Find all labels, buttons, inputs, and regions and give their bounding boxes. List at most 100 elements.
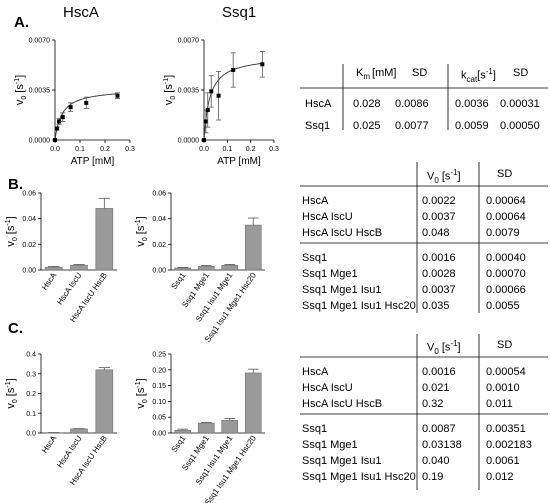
table-b-v0-close: ] bbox=[457, 170, 461, 183]
kcat-superscript: -1 bbox=[485, 67, 493, 76]
a-hsca-ylabel-part-2: [s bbox=[14, 84, 26, 96]
b-hsca-ytick-label-1: 0.02 bbox=[22, 242, 36, 249]
table-b-v0-unit: [s bbox=[438, 170, 451, 183]
b-ssq1-ytick-label-0: 0.00 bbox=[152, 268, 166, 275]
kinetics-header-kcat: kcat[s-1] bbox=[461, 67, 496, 84]
c-ssq1-ytick-label-5: 0.25 bbox=[152, 352, 166, 359]
c-ssq1-ylabel-part-4: ] bbox=[135, 378, 147, 381]
a-ssq1-xtick-label-1: 0.1 bbox=[222, 146, 232, 153]
table-c-g1-r1-sd: 0.0010 bbox=[486, 382, 520, 394]
table-c-g2-r1-sd: 0.002183 bbox=[486, 439, 532, 451]
table-b-g1-r1-v0: 0.0037 bbox=[422, 211, 456, 223]
kcat-subscript: cat bbox=[466, 74, 478, 84]
kinetics-row-ssq1-kcat-sd: 0.00050 bbox=[500, 120, 540, 132]
table-c-g2-r3-v0: 0.19 bbox=[422, 471, 444, 483]
table-c-v0-unit: [s bbox=[438, 341, 451, 354]
kinetics-row-ssq1-km: 0.025 bbox=[353, 120, 381, 132]
table-b-g1-r0-sd: 0.00064 bbox=[486, 195, 526, 207]
b-hsca-ylabel-part-1: 0 bbox=[12, 237, 19, 241]
kinetics-header-km-sd: SD bbox=[412, 67, 428, 79]
table-b-g2-r3-name: Ssq1 Mge1 Isu1 Hsc20 bbox=[302, 300, 416, 312]
table-c-g1-r1-name: HscA IscU bbox=[302, 382, 353, 394]
table-c-g1-r0-v0: 0.0016 bbox=[422, 366, 456, 378]
a-hsca-ylabel-part-3: -1 bbox=[14, 78, 21, 84]
b-ssq1-ylabel-part-2: [s bbox=[135, 225, 147, 237]
table-b-header-v0: V0 [s-1] bbox=[427, 168, 461, 185]
b-hsca-ylabel-part-4: ] bbox=[5, 216, 17, 219]
table-c-g2-r2-sd: 0.0061 bbox=[486, 455, 520, 467]
c-hsca-ylabel-part-3: -1 bbox=[5, 381, 12, 387]
table-c-g1-r2-name: HscA IscU HscB bbox=[302, 398, 383, 410]
a-hsca-point-1 bbox=[55, 126, 59, 131]
kinetics-row-ssq1-name: Ssq1 bbox=[305, 120, 331, 132]
table-b-v0-sup: -1 bbox=[450, 168, 458, 177]
table-c-header-sd: SD bbox=[497, 339, 513, 351]
kinetics-row-hsca-kcat-sd: 0.00031 bbox=[500, 98, 540, 110]
a-ssq1-ylabel-part-4: ] bbox=[163, 75, 175, 78]
hsca-title: HscA bbox=[63, 4, 99, 21]
table-c-g2-r0-v0: 0.0087 bbox=[422, 423, 456, 435]
a-ssq1-point-3 bbox=[209, 89, 214, 94]
c-ssq1-ytick-label-0: 0.00 bbox=[152, 431, 166, 438]
table-c-g2-r3-sd: 0.012 bbox=[486, 471, 514, 483]
table-c-v0-sup: -1 bbox=[450, 339, 458, 348]
a-ssq1-ylabel-part-0: v bbox=[163, 99, 175, 105]
b-ssq1-ylabel-part-3: -1 bbox=[135, 219, 142, 225]
b-hsca-ylabel-part-2: [s bbox=[5, 225, 17, 237]
chart-a-ssq1: 0.0 0.1 0.2 0.3 0.0000 0.0035 0.0070 ATP [mM] v0… bbox=[163, 38, 279, 168]
a-hsca-point-2 bbox=[57, 119, 61, 124]
a-ssq1-ylabel-part-2: [s bbox=[163, 84, 175, 96]
table-b-v0-letter: V bbox=[427, 170, 435, 183]
b-hsca-ylabel-part-3: -1 bbox=[5, 219, 12, 225]
table-c-g1-r0-name: HscA bbox=[302, 366, 329, 378]
a-ssq1-ylabel-part-1: 0 bbox=[170, 96, 177, 100]
c-ssq1-ytick-label-3: 0.15 bbox=[152, 383, 166, 390]
c-hsca-ylabel-part-0: v bbox=[5, 403, 17, 409]
b-ssq1-ytick-label-2: 0.04 bbox=[152, 216, 166, 223]
table-b-header-sd: SD bbox=[497, 168, 513, 180]
kinetics-row-hsca-km: 0.028 bbox=[353, 98, 381, 110]
km-unit: [mM] bbox=[372, 67, 397, 79]
c-hsca-ytick-label-2: 0.2 bbox=[26, 391, 36, 398]
table-b-g2-r1-sd: 0.00070 bbox=[486, 268, 526, 280]
a-ssq1-ylabel: v0 [s-1] bbox=[163, 75, 177, 105]
c-ssq1-ylabel-part-0: v bbox=[135, 403, 147, 409]
a-hsca-xtick-label-3: 0.3 bbox=[125, 146, 135, 153]
table-b-g2-r3-v0: 0.035 bbox=[422, 300, 450, 312]
table-b-g1-r1-sd: 0.00064 bbox=[486, 211, 526, 223]
a-hsca-point-3 bbox=[60, 115, 65, 120]
a-ssq1-ytick-label-1: 0.0035 bbox=[178, 88, 200, 95]
a-hsca-ytick-label-2: 0.0070 bbox=[29, 38, 51, 45]
kinetics-header-kcat-sd: SD bbox=[513, 67, 529, 79]
c-ssq1-ytick-label-4: 0.20 bbox=[152, 367, 166, 374]
table-b-g1-r2-v0: 0.048 bbox=[422, 227, 450, 239]
a-ssq1-point-2 bbox=[205, 108, 210, 112]
kinetics-row-ssq1-km-sd: 0.0077 bbox=[395, 120, 429, 132]
kcat-unit: [s bbox=[477, 69, 486, 82]
table-b-v0-sub: 0 bbox=[434, 175, 439, 185]
kinetics-row-ssq1-kcat: 0.0059 bbox=[455, 120, 489, 132]
c-hsca-ytick-label-3: 0.3 bbox=[26, 371, 36, 378]
c-ssq1-ylabel: v0 [s-1] bbox=[135, 378, 149, 408]
table-c-g2-r1-name: Ssq1 Mge1 bbox=[302, 439, 358, 451]
table-c-g2-r2-name: Ssq1 Mge1 Isu1 bbox=[302, 455, 382, 467]
kinetics-row-hsca-name: HscA bbox=[305, 98, 332, 110]
a-ssq1-xtick-label-3: 0.3 bbox=[269, 146, 279, 153]
c-ssq1-ylabel-part-3: -1 bbox=[135, 381, 142, 387]
km-subscript: m bbox=[363, 72, 371, 82]
c-hsca-ylabel-part-2: [s bbox=[5, 387, 17, 399]
b-hsca-ylabel-part-0: v bbox=[5, 241, 17, 247]
a-hsca-point-0 bbox=[53, 138, 57, 142]
kcat-close: ] bbox=[492, 69, 496, 82]
ssq1-title: Ssq1 bbox=[222, 4, 257, 21]
b-ssq1-ylabel-part-4: ] bbox=[135, 216, 147, 219]
table-c-g1-r2-sd: 0.011 bbox=[486, 398, 513, 410]
table-b-g1-r0-v0: 0.0022 bbox=[422, 195, 456, 207]
kcat-letter: k bbox=[461, 69, 467, 82]
a-ssq1-point-1 bbox=[203, 119, 208, 124]
a-hsca-xtick-label-2: 0.2 bbox=[100, 146, 110, 153]
c-hsca-ytick-label-1: 0.1 bbox=[26, 411, 36, 418]
